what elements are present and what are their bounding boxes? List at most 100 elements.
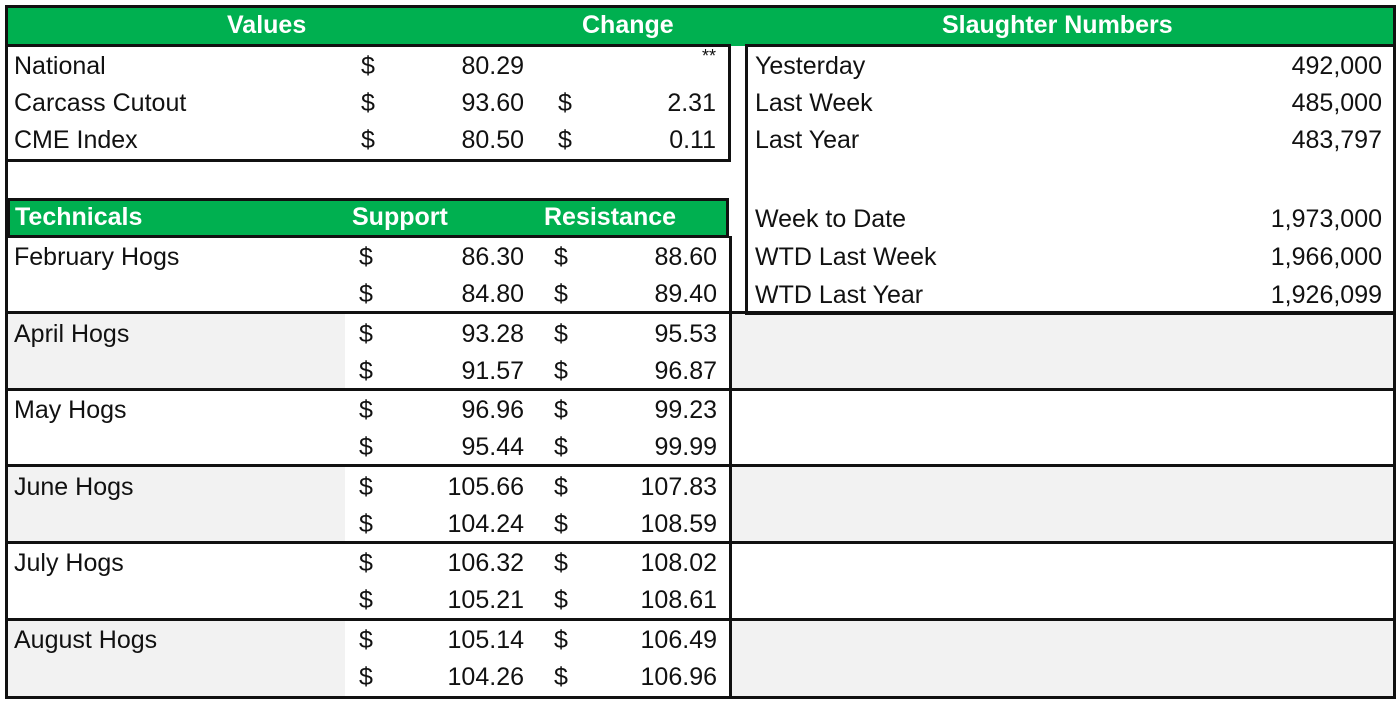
values-row-change: 2.31: [667, 89, 716, 117]
currency-symbol: $: [554, 472, 568, 501]
resistance-value: 96.87: [654, 356, 717, 385]
values-row-value: 80.50: [461, 126, 524, 154]
values-row-label: CME Index: [14, 126, 138, 154]
gray-label-cell: [8, 619, 345, 696]
values-row-change: 0.11: [669, 126, 716, 154]
currency-symbol: $: [361, 89, 375, 117]
slaughter-row-value: 492,000: [1291, 52, 1382, 80]
technicals-contract-label: August Hogs: [14, 626, 158, 654]
resistance-value: 108.61: [640, 586, 717, 615]
technicals-divider: [729, 236, 732, 698]
group-divider: [7, 387, 1394, 391]
currency-symbol: $: [554, 319, 568, 348]
values-header: Values: [227, 11, 307, 39]
gray-empty-cell: [731, 465, 1393, 543]
values-row-value: 93.60: [461, 89, 524, 117]
support-header: Support: [352, 203, 448, 231]
technicals-header-bar: Technicals Support Resistance: [7, 198, 729, 238]
currency-symbol: $: [359, 549, 373, 578]
gray-empty-cell: [731, 619, 1393, 696]
gray-label-cell: [8, 312, 345, 390]
gray-empty-cell: [731, 312, 1393, 390]
technicals-contract-label: June Hogs: [14, 472, 134, 501]
currency-symbol: $: [359, 626, 373, 654]
currency-symbol: $: [554, 243, 568, 271]
resistance-value: 106.96: [640, 663, 717, 691]
technicals-contract-label: July Hogs: [14, 549, 124, 578]
currency-symbol: $: [359, 433, 373, 462]
slaughter-row-label: WTD Last Year: [755, 281, 924, 309]
slaughter-row-value: 483,797: [1291, 126, 1382, 154]
currency-symbol: $: [359, 472, 373, 501]
slaughter-header: Slaughter Numbers: [942, 11, 1173, 39]
currency-symbol: $: [554, 663, 568, 691]
support-value: 104.26: [447, 663, 524, 691]
currency-symbol: $: [554, 396, 568, 425]
change-header: Change: [582, 11, 674, 39]
currency-symbol: $: [554, 549, 568, 578]
currency-symbol: $: [359, 243, 373, 271]
currency-symbol: $: [359, 509, 373, 538]
currency-symbol: $: [554, 509, 568, 538]
slaughter-row-value: 485,000: [1291, 89, 1382, 117]
currency-symbol: $: [361, 52, 375, 80]
support-value: 105.14: [447, 626, 524, 654]
resistance-value: 108.59: [640, 509, 717, 538]
resistance-value: 108.02: [640, 549, 717, 578]
currency-symbol: $: [558, 126, 572, 154]
currency-symbol: $: [359, 356, 373, 385]
currency-symbol: $: [554, 586, 568, 615]
resistance-value: 99.99: [654, 433, 717, 462]
support-value: 96.96: [461, 396, 524, 425]
resistance-value: 88.60: [654, 243, 717, 271]
slaughter-box: [745, 44, 1396, 315]
slaughter-row-value: 1,926,099: [1270, 281, 1382, 309]
support-value: 105.66: [447, 472, 524, 501]
slaughter-row-label: WTD Last Week: [755, 243, 937, 271]
group-divider: [7, 311, 1394, 315]
technicals-contract-label: February Hogs: [14, 243, 180, 271]
values-row-label: Carcass Cutout: [14, 89, 187, 117]
group-divider: [7, 617, 1394, 621]
slaughter-row-value: 1,973,000: [1270, 205, 1382, 233]
currency-symbol: $: [554, 626, 568, 654]
resistance-value: 106.49: [640, 626, 717, 654]
technicals-header: Technicals: [15, 203, 143, 231]
currency-symbol: $: [558, 89, 572, 117]
resistance-value: 95.53: [654, 319, 717, 348]
technicals-contract-label: May Hogs: [14, 396, 127, 425]
outer-border: [5, 5, 1396, 699]
currency-symbol: $: [359, 663, 373, 691]
support-value: 86.30: [461, 243, 524, 271]
currency-symbol: $: [359, 396, 373, 425]
technicals-contract-label: April Hogs: [14, 319, 130, 348]
slaughter-row-label: Last Year: [755, 126, 860, 154]
slaughter-row-label: Week to Date: [755, 205, 907, 233]
currency-symbol: $: [359, 586, 373, 615]
change-unavailable-marker: **: [701, 46, 716, 66]
support-value: 91.57: [461, 356, 524, 385]
resistance-value: 89.40: [654, 280, 717, 308]
support-value: 93.28: [461, 319, 524, 348]
gray-label-cell: [8, 465, 345, 543]
resistance-value: 99.23: [654, 396, 717, 425]
values-row-value: 80.29: [461, 52, 524, 80]
currency-symbol: $: [361, 126, 375, 154]
slaughter-row-label: Yesterday: [755, 52, 866, 80]
currency-symbol: $: [554, 356, 568, 385]
resistance-value: 107.83: [640, 472, 717, 501]
values-box: [5, 44, 731, 162]
resistance-header: Resistance: [544, 203, 677, 231]
group-divider: [7, 540, 1394, 544]
slaughter-row-label: Last Week: [755, 89, 873, 117]
support-value: 95.44: [461, 433, 524, 462]
slaughter-row-value: 1,966,000: [1270, 243, 1382, 271]
top-header-bar: Values Change Slaughter Numbers: [7, 6, 1394, 46]
support-value: 106.32: [447, 549, 524, 578]
group-divider: [7, 464, 1394, 468]
support-value: 105.21: [447, 586, 524, 615]
currency-symbol: $: [554, 280, 568, 308]
support-value: 84.80: [461, 280, 524, 308]
values-row-label: National: [14, 52, 106, 80]
